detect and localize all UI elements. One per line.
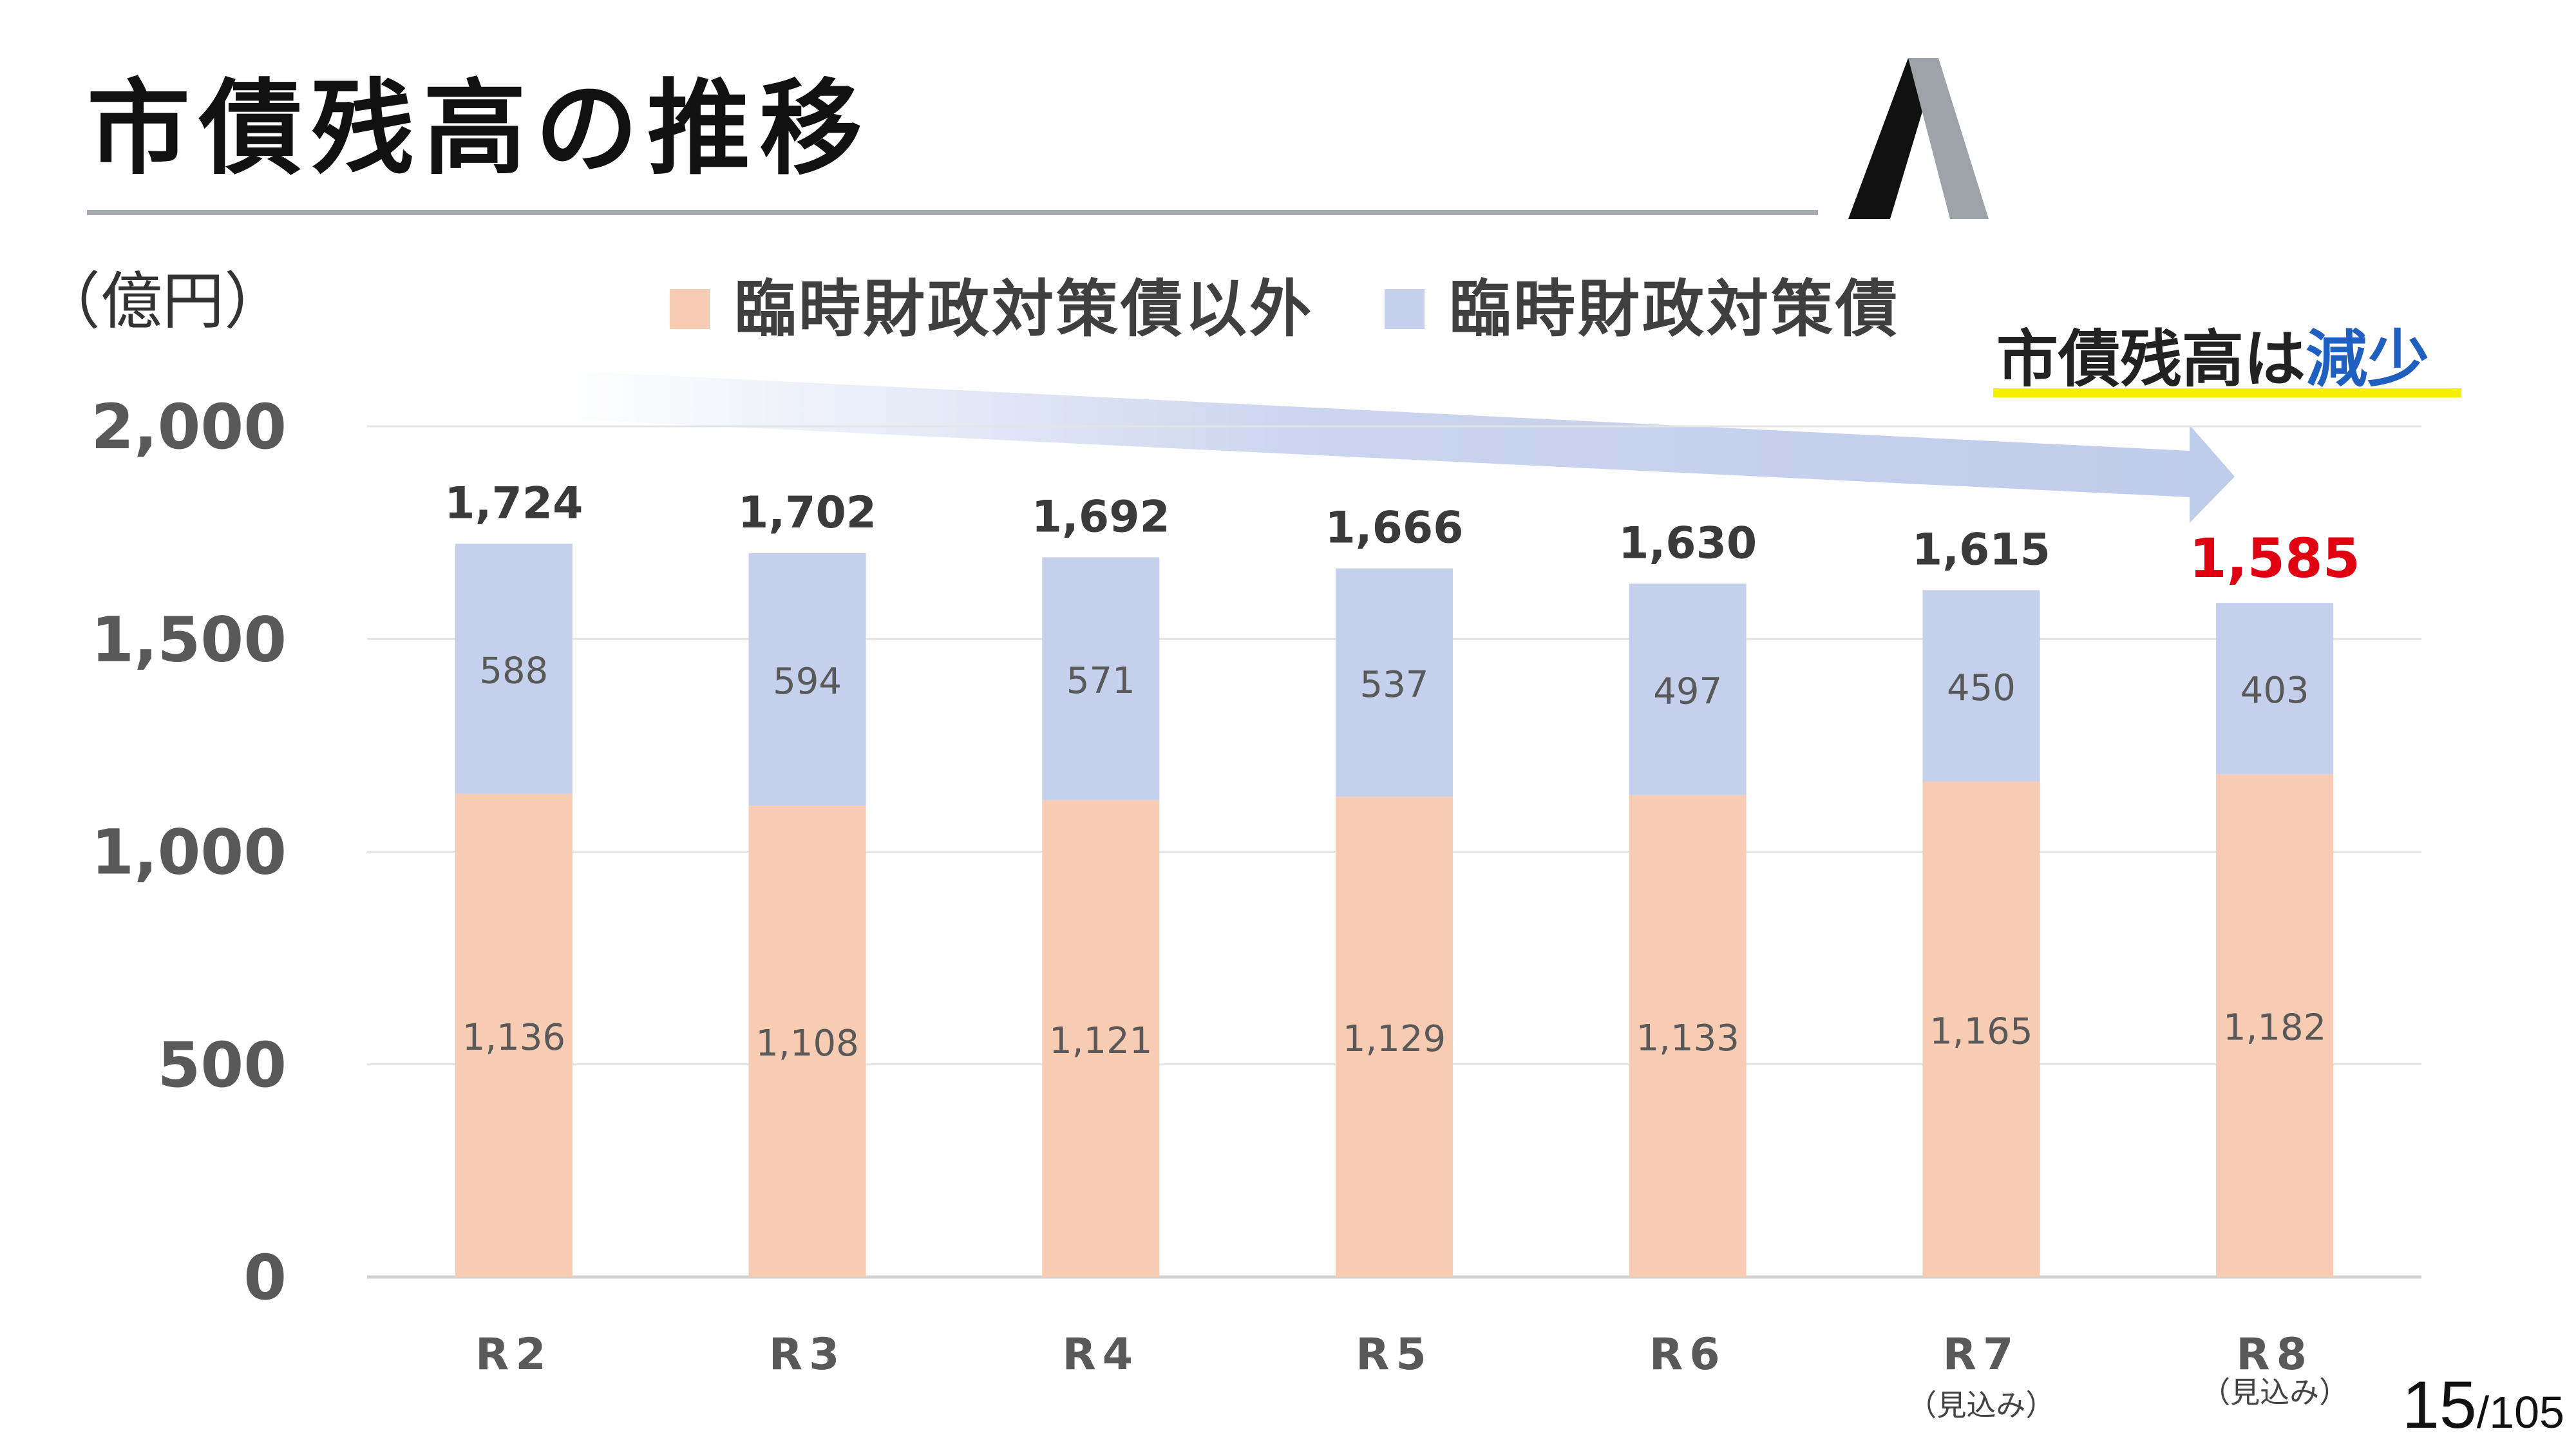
page-title: 市債残高の推移 [87,68,872,189]
trend-arrow [557,370,2235,523]
x-tick-label: R4 [1062,1329,1139,1380]
title-divider [87,210,1818,215]
segment-value-label: 1,182 [2223,1007,2326,1049]
page-current: 15 [2402,1368,2477,1443]
bar-segment-non-temporary [455,793,573,1277]
x-tick-label: R5 [1356,1329,1433,1380]
segment-value-label: 497 [1653,671,1722,713]
total-value-label: 1,692 [1032,491,1170,542]
bar-segment-non-temporary [748,806,866,1277]
x-tick-label: R3 [769,1329,846,1380]
y-tick-label: 0 [243,1242,287,1314]
legend-item-temporary: 臨時財政対策債 [1385,274,1900,345]
segment-value-label: 1,108 [755,1023,858,1065]
segment-value-label: 571 [1066,660,1135,702]
segment-value-label: 403 [2240,670,2309,712]
y-tick-label: 1,500 [91,603,287,676]
segment-value-label: 537 [1360,664,1429,706]
segment-value-label: 588 [479,650,548,692]
bar-segment-non-temporary [1042,800,1160,1277]
segment-value-label: 1,121 [1049,1020,1152,1062]
segment-value-label: 1,136 [462,1017,565,1059]
x-tick-label: R2 [475,1329,553,1380]
y-tick-label: 1,000 [91,817,287,889]
bar-segment-temporary [1336,568,1453,797]
legend-swatch [670,289,710,329]
bar-segment-temporary [748,553,866,806]
segment-value-label: 1,133 [1636,1018,1739,1059]
bar-segment-non-temporary [1336,797,1453,1277]
segment-value-label: 450 [1947,667,2016,709]
segment-value-label: 1,165 [1929,1010,2032,1052]
y-axis-unit-label: （億円） [39,265,286,337]
total-value-label: 1,666 [1325,503,1463,554]
page-number: 15/105 [2402,1367,2564,1444]
logo-icon [1848,58,1989,219]
bar-segment-temporary [1042,557,1160,800]
segment-value-label: 594 [773,661,842,703]
legend-item-non-temporary: 臨時財政対策債以外 [670,274,1314,345]
bar-segment-temporary [1629,583,1747,795]
page-total: /105 [2476,1387,2564,1437]
total-value-label: 1,724 [444,478,583,529]
bar-segment-non-temporary [1629,795,1747,1277]
y-tick-label: 500 [158,1029,287,1101]
total-value-label: 1,615 [1912,524,2050,575]
bar-segment-temporary [2216,603,2334,775]
bar-segment-non-temporary [1922,781,2040,1277]
headline-underline [1993,388,2461,397]
headline-annotation: 市債残高は減少 [1996,328,2429,390]
x-tick-label: R6 [1649,1329,1727,1380]
total-value-label: 1,630 [1618,518,1757,569]
y-tick-label: 2,000 [91,391,287,463]
legend-swatch [1385,289,1425,329]
total-value-label: 1,702 [738,488,876,538]
x-tick-note: （見込み） [2201,1375,2349,1410]
headline-accent: 減少 [2306,323,2429,395]
bar-segment-temporary [455,544,573,794]
bar-segment-non-temporary [2216,774,2334,1277]
legend-label: 臨時財政対策債以外 [734,273,1314,345]
x-tick-label: R8 [2236,1329,2313,1380]
x-tick-label: R7 [1943,1329,2020,1380]
bar-segment-temporary [1922,590,2040,782]
headline-prefix: 市債残高は [1996,323,2306,395]
total-value-label: 1,585 [2189,527,2360,590]
segment-value-label: 1,129 [1343,1018,1446,1060]
legend-label: 臨時財政対策債 [1449,273,1900,345]
x-tick-note: （見込み） [1907,1388,2055,1423]
